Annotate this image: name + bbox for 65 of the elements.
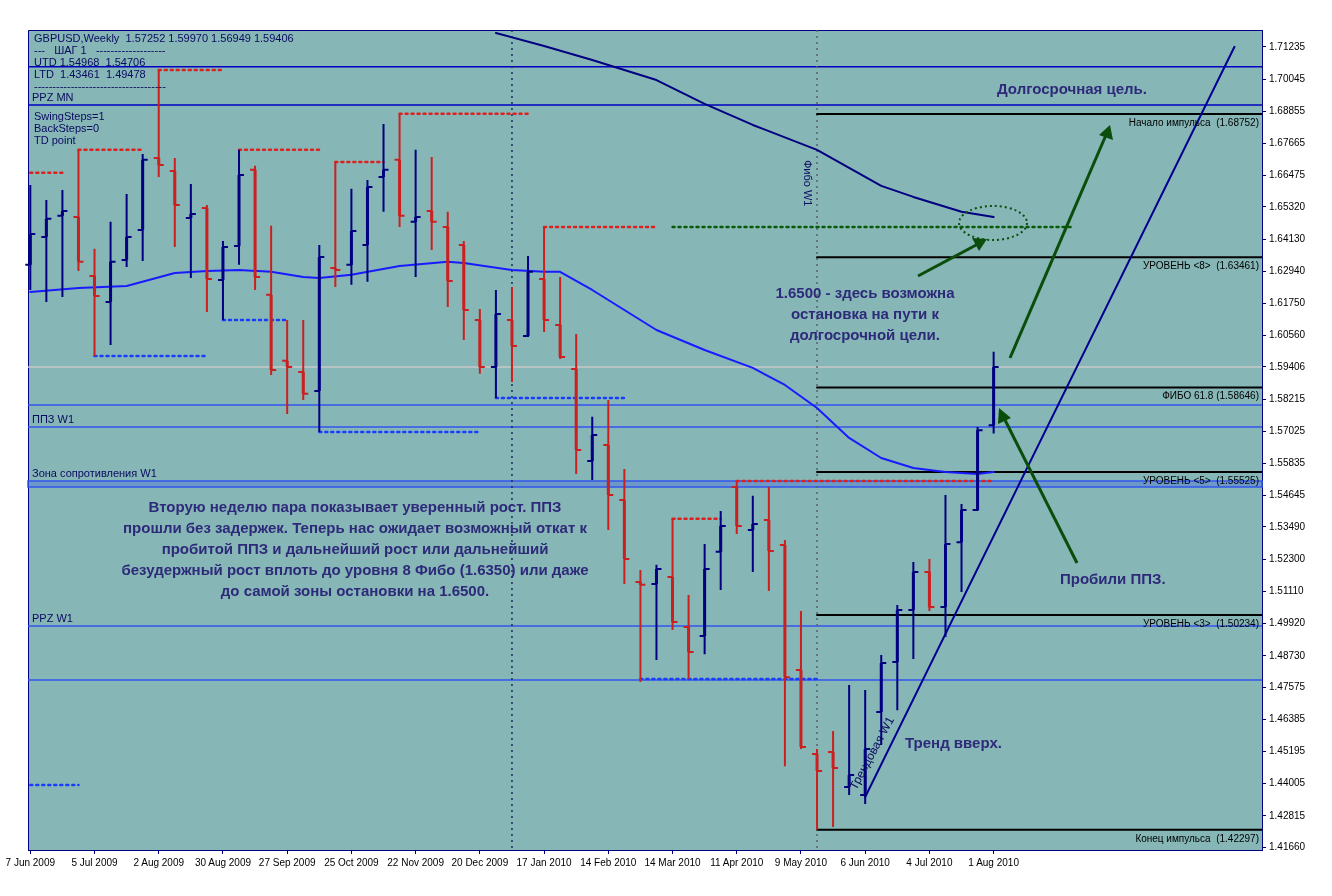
annotation: --- ШАГ 1 -------------------: [34, 44, 166, 56]
annotation: ------------------------------------: [34, 80, 166, 92]
y-tick-label: 1.46385: [1269, 712, 1306, 724]
y-tick-label: 1.67665: [1269, 137, 1306, 149]
y-tick-label: 1.53490: [1269, 520, 1306, 532]
y-tick-label: 1.57025: [1269, 425, 1306, 437]
x-tick-label: 6 Jun 2010: [840, 856, 891, 868]
x-tick-label: 5 Jul 2009: [71, 856, 119, 868]
y-tick-label: 1.48730: [1269, 649, 1306, 661]
y-tick-label: 1.64130: [1269, 232, 1306, 244]
annotation: LTD 1.43461 1.49478: [34, 68, 146, 80]
y-tick-label: 1.58215: [1269, 392, 1306, 404]
series-label: УРОВЕНЬ <8> (1.63461): [1142, 260, 1259, 272]
y-tick-label: 1.42815: [1269, 809, 1306, 821]
annotation: SwingSteps=1: [34, 110, 105, 122]
x-tick-label: 14 Feb 2010: [580, 856, 637, 868]
series-label: УРОВЕНЬ <3> (1.50234): [1142, 618, 1259, 630]
y-tick-label: 1.45195: [1269, 745, 1306, 757]
x-tick-label: 17 Jan 2010: [516, 856, 573, 868]
ref-line-label: PPZ MN: [32, 90, 74, 103]
annotation: TD point: [34, 134, 76, 146]
y-tick-label: 1.52300: [1269, 552, 1306, 564]
y-tick-label: 1.41660: [1269, 840, 1306, 852]
annotation: 1.6500 - здесь возможна остановка на пути к долгосрочной цели.: [774, 283, 956, 345]
y-tick-label: 1.55835: [1269, 457, 1306, 469]
x-tick-label: 30 Aug 2009: [194, 856, 252, 868]
y-tick-label: 1.71235: [1269, 40, 1306, 52]
y-tick-label: 1.66475: [1269, 169, 1306, 181]
y-tick-label: 1.59406: [1269, 360, 1306, 372]
y-tick-label: 1.44005: [1269, 777, 1306, 789]
y-tick-label: 1.49920: [1269, 617, 1306, 629]
chart-title: GBPUSD,Weekly 1.57252 1.59970 1.56949 1.59406: [34, 32, 294, 44]
x-tick-label: 11 Apr 2010: [710, 856, 764, 868]
x-tick-label: 1 Aug 2010: [968, 856, 1020, 868]
x-tick-label: 9 May 2010: [774, 856, 828, 868]
x-tick-label: 25 Oct 2009: [324, 856, 380, 868]
annotation: Долгосрочная цель.: [997, 79, 1148, 99]
series-label: ФИБО 61.8 (1.58646): [1162, 390, 1259, 402]
annotation: Тренд вверх.: [905, 733, 1002, 753]
annotation: Вторую неделю пара показывает уверенный рост. ППЗ прошли без задержек. Теперь нас ожидает возможный откат к пробитой ППЗ и дальнейший рост или дальнейший безудержный рост вплоть до уровня 8 Фибо (1.6350) или даже до самой зоны остановки на 1.6500.: [120, 497, 590, 601]
x-tick-label: 14 Mar 2010: [644, 856, 702, 868]
x-tick-label: 27 Sep 2009: [258, 856, 316, 868]
x-tick-label: 7 Jun 2009: [5, 856, 56, 868]
annotation: UTD 1.54968 1.54706: [34, 56, 146, 68]
x-tick-label: 20 Dec 2009: [451, 856, 509, 868]
annotation: BackSteps=0: [34, 122, 100, 134]
y-tick-label: 1.68855: [1269, 105, 1306, 117]
annotation: Пробили ППЗ.: [1060, 569, 1166, 589]
y-tick-label: 1.65320: [1269, 200, 1306, 212]
x-tick-label: 4 Jul 2010: [906, 856, 953, 868]
band-label: Зона сопротивления W1: [32, 466, 157, 479]
series-label: УРОВЕНЬ <5> (1.55525): [1142, 474, 1259, 486]
ref-line-label: PPZ W1: [32, 611, 73, 624]
x-tick-label: 22 Nov 2009: [387, 856, 445, 868]
y-tick-label: 1.54645: [1269, 489, 1306, 501]
y-tick-label: 1.47575: [1269, 680, 1306, 692]
series-label: Конец импульса (1.42297): [1135, 832, 1259, 844]
y-tick-label: 1.61750: [1269, 297, 1306, 309]
x-tick-label: 2 Aug 2009: [133, 856, 185, 868]
y-tick-label: 1.60560: [1269, 329, 1306, 341]
ref-line-label: ППЗ W1: [32, 412, 75, 425]
y-tick-label: 1.62940: [1269, 265, 1306, 277]
y-tick-label: 1.51110: [1269, 585, 1305, 597]
ref-line-label: Фибо W1: [802, 160, 815, 207]
y-tick-label: 1.70045: [1269, 72, 1306, 84]
